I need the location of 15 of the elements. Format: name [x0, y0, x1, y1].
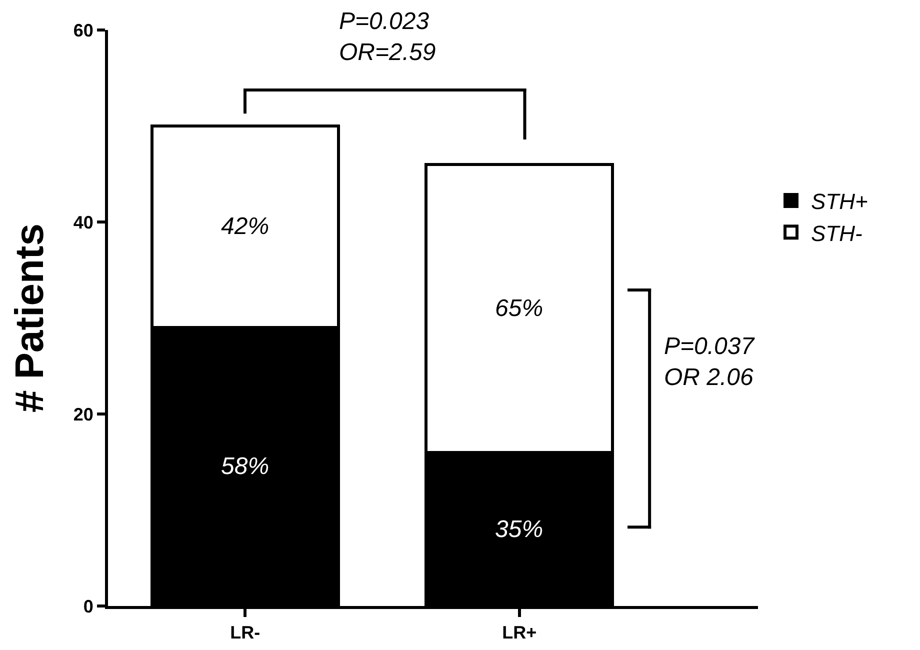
y-tick-label: 20 — [73, 404, 94, 424]
annotation: 42% — [221, 213, 270, 240]
annotation: P=0.037 OR 2.06 — [664, 333, 756, 392]
legend-label: STH+ — [811, 189, 868, 214]
x-tick-label: LR+ — [502, 622, 537, 643]
y-tick-label: 60 — [73, 20, 94, 40]
y-tick-label: 40 — [73, 212, 94, 232]
annotation: 58% — [221, 453, 270, 480]
annotation: P=0.023 OR=2.59 — [339, 8, 436, 66]
legend-label: STH- — [811, 220, 862, 246]
annotation: 35% — [495, 516, 544, 543]
y-tick-label: 0 — [83, 596, 94, 616]
x-tick-label: LR- — [230, 622, 260, 643]
annotation: 65% — [495, 295, 544, 322]
y-axis-title: # Patients — [8, 224, 52, 412]
